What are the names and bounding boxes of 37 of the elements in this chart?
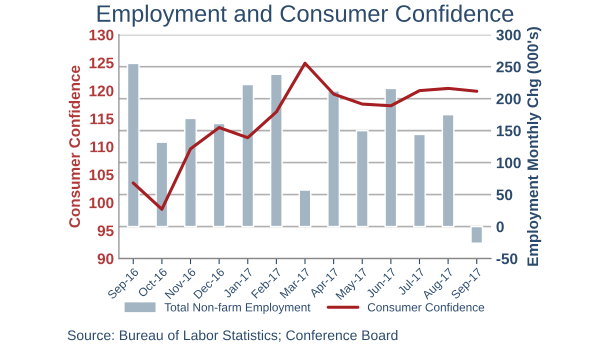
bar <box>384 88 398 228</box>
y-tick-label: 90 <box>98 253 114 264</box>
bar <box>327 90 340 228</box>
line-series <box>132 62 478 211</box>
y2-tick-label: 250 <box>496 62 521 72</box>
bar <box>241 84 254 228</box>
y-tick-label: 100 <box>90 197 114 208</box>
y-tick-label: 110 <box>90 141 114 152</box>
bar <box>356 130 369 228</box>
chart-title: Employment and Consumer Confidence <box>98 4 514 27</box>
y-tick-label: 105 <box>90 169 114 180</box>
y-tick-label: 125 <box>90 58 114 68</box>
y-tick-label: 95 <box>98 225 114 236</box>
bar <box>270 74 283 228</box>
y2-axis-title: Employment Monthly Chg (000's) <box>526 27 542 266</box>
y-tick-label: 115 <box>90 114 114 124</box>
y2-tick-label: 100 <box>496 157 521 168</box>
y-tick-label: 120 <box>90 86 114 96</box>
bar <box>470 226 484 244</box>
y-tick-label: 130 <box>90 30 114 40</box>
y2-tick-label: 50 <box>496 189 512 200</box>
bar <box>212 122 226 228</box>
bar <box>413 134 426 228</box>
legend-label: Total Non-farm Employment <box>164 302 310 314</box>
y2-tick-label: 0 <box>496 221 504 232</box>
legend-label: Consumer Confidence <box>368 302 484 312</box>
bar <box>298 189 312 228</box>
source-note: Source: Bureau of Labor Statistics; Conference Board <box>68 330 398 342</box>
y2-tick-label: 200 <box>496 94 521 104</box>
y2-tick-label: 300 <box>496 30 521 40</box>
bar <box>184 118 197 228</box>
y2-tick-label: -50 <box>496 253 518 264</box>
bar <box>442 114 455 228</box>
y2-tick-label: 150 <box>496 125 521 136</box>
bar <box>155 141 168 228</box>
y-axis-title: Consumer Confidence <box>68 66 80 228</box>
bar <box>126 62 140 228</box>
